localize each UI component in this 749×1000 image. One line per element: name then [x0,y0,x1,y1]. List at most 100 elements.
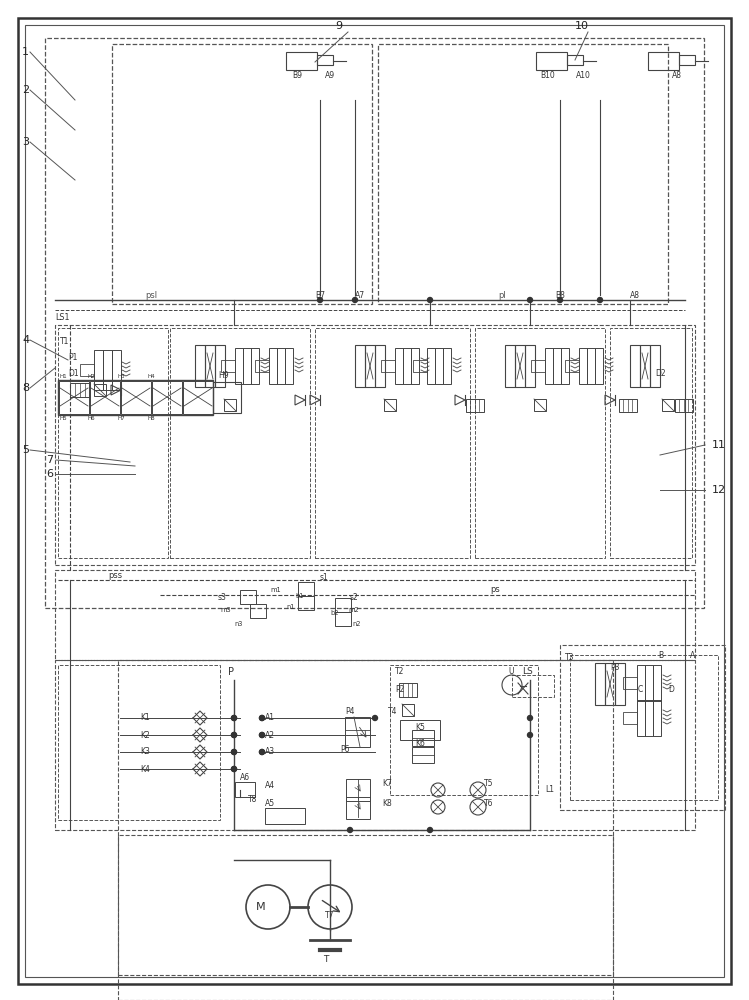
Text: m2: m2 [348,607,359,613]
Text: H3: H3 [118,373,126,378]
Bar [240,590,256,604]
Bar [645,700,653,736]
Text: C: C [638,686,643,694]
Bar [531,360,545,372]
Bar [579,348,587,384]
Text: s3: s3 [218,593,227,602]
Bar [619,399,637,412]
Bar [605,663,615,705]
Text: H1: H1 [59,373,67,378]
Circle shape [428,828,432,832]
Text: T5: T5 [484,780,494,788]
Text: 10: 10 [575,21,589,31]
Bar [534,399,546,411]
Bar [630,345,640,387]
Bar [443,348,451,384]
Bar [45,38,704,608]
Text: b2: b2 [330,610,339,616]
Bar [399,683,417,697]
Bar [90,381,120,414]
Circle shape [259,716,264,720]
Bar [411,348,419,384]
Bar [384,399,396,411]
Bar [286,52,317,70]
Bar [402,704,414,716]
Circle shape [231,732,237,738]
Circle shape [259,750,264,754]
Bar [587,348,595,384]
Bar [265,808,305,824]
Text: A6: A6 [240,774,250,782]
Text: H6: H6 [88,416,96,420]
Bar [565,360,579,372]
Circle shape [348,828,353,832]
Text: 6: 6 [46,469,53,479]
Text: B7: B7 [315,290,325,300]
Bar [269,348,277,384]
Text: D: D [668,686,674,694]
Text: LS: LS [522,668,533,676]
Circle shape [527,716,533,720]
Bar [545,348,553,384]
Text: B10: B10 [540,70,555,80]
Text: A1: A1 [265,714,275,722]
Bar [215,345,225,387]
Bar [118,835,613,975]
Bar [536,52,567,70]
Bar [315,328,470,558]
Bar [103,350,112,390]
Text: A8: A8 [630,290,640,300]
Text: T1: T1 [60,338,70,347]
Text: P4: P4 [345,708,354,716]
Bar [70,383,90,397]
Text: T4: T4 [388,708,398,716]
Text: L1: L1 [545,786,554,794]
Text: T: T [323,956,328,964]
Bar [170,328,310,558]
Bar [221,360,235,372]
Bar [525,345,535,387]
Text: 8: 8 [22,383,29,393]
Text: ps: ps [490,585,500,594]
Text: D1: D1 [68,368,79,377]
Circle shape [259,750,264,754]
Text: m3: m3 [220,607,231,613]
Text: T2: T2 [395,668,404,676]
Circle shape [231,716,237,720]
Text: H9: H9 [218,371,228,380]
Bar [381,360,395,372]
Text: psl: psl [145,290,157,300]
Bar [623,712,637,724]
Text: n3: n3 [234,621,243,627]
Bar [648,52,679,70]
Text: B8: B8 [555,290,565,300]
Text: 3: 3 [22,137,29,147]
Text: A3: A3 [265,748,275,756]
Bar [298,582,314,596]
Bar [335,612,351,626]
Text: H2: H2 [88,373,96,378]
Bar [413,360,427,372]
Text: K1: K1 [140,714,150,722]
Circle shape [428,298,432,302]
Text: A7: A7 [355,290,365,300]
Text: D2: D2 [655,368,666,377]
Text: K3: K3 [140,748,150,756]
Text: K7: K7 [382,780,392,788]
Circle shape [231,766,237,772]
Text: s1: s1 [320,574,329,582]
Text: T3: T3 [565,654,574,662]
Bar [345,717,370,747]
Text: n2: n2 [352,621,360,627]
Bar [512,675,554,697]
Bar [412,747,434,763]
Text: T6: T6 [484,798,494,808]
Bar [595,663,605,705]
Bar [195,345,205,387]
Text: 4: 4 [22,335,29,345]
Bar [595,348,603,384]
Bar [251,348,259,384]
Bar [58,380,213,415]
Bar [58,665,220,820]
Circle shape [231,750,237,754]
